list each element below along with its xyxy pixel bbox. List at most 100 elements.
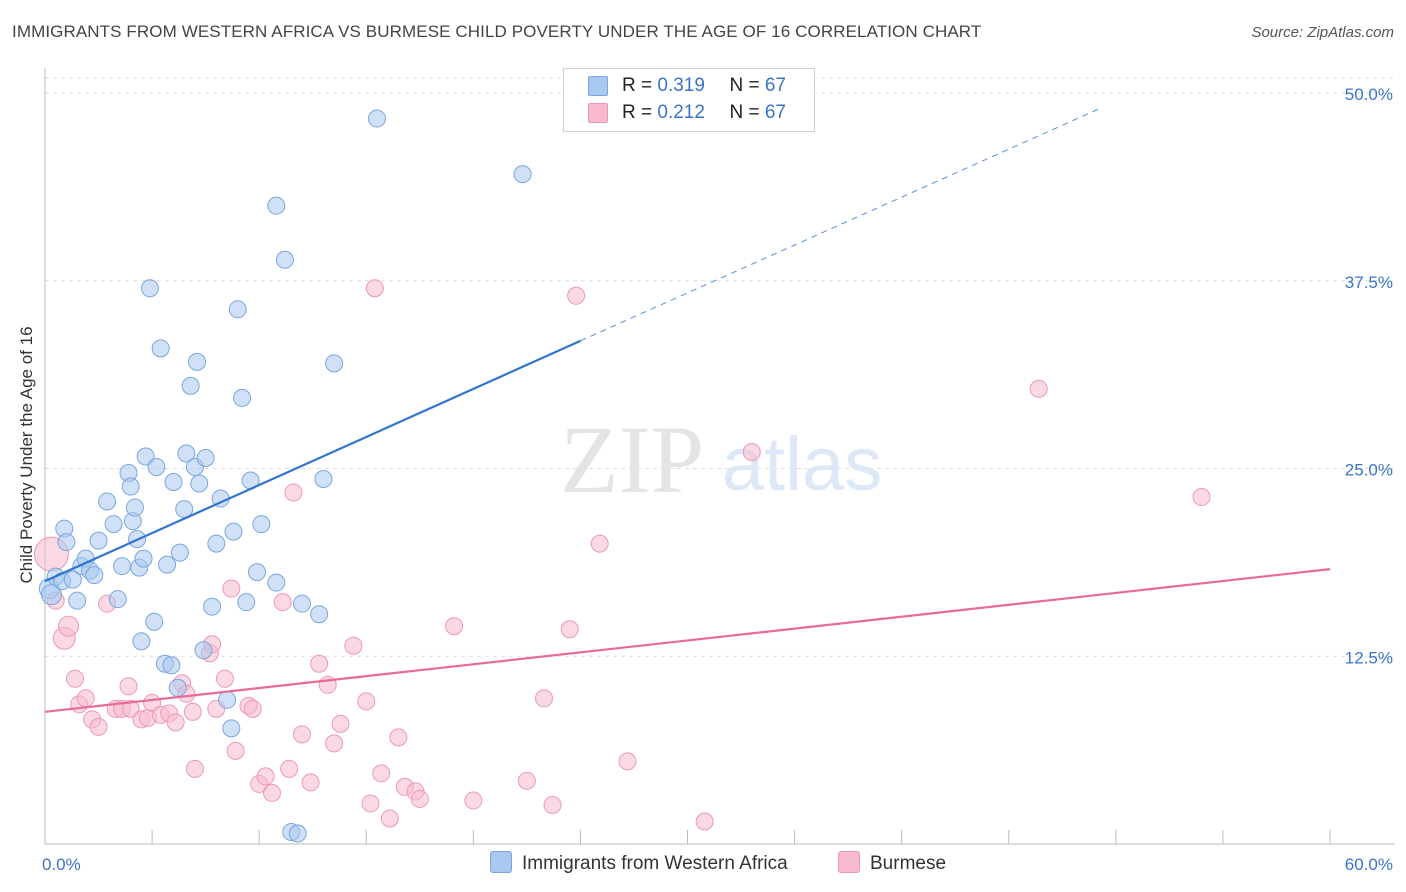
- western-africa-point: [181, 376, 200, 395]
- western-africa-point: [140, 279, 159, 298]
- western-africa-point: [145, 612, 164, 631]
- burmese-point: [357, 692, 376, 711]
- western-africa-point: [147, 458, 166, 477]
- y-tick-label: 12.5%: [1345, 648, 1393, 667]
- burmese-point: [325, 734, 344, 753]
- burmese-point: [243, 699, 262, 718]
- western-africa-point: [68, 591, 87, 610]
- stats-r-label: R =: [622, 75, 658, 96]
- western-africa-point: [170, 543, 189, 562]
- burmese-point: [560, 620, 579, 639]
- western-africa-point: [98, 492, 117, 511]
- grid-layer: [45, 77, 1395, 657]
- western-africa-point: [162, 656, 181, 675]
- stats-r-value: 0.319: [657, 75, 705, 96]
- western-africa-point: [190, 474, 209, 493]
- burmese-point: [58, 615, 80, 637]
- western-africa-trend-line: [44, 339, 581, 583]
- burmese-points: [33, 279, 1211, 831]
- x-tick-label: 0.0%: [42, 855, 81, 874]
- western-africa-point: [168, 678, 187, 697]
- legend-label: Immigrants from Western Africa: [522, 853, 788, 874]
- western-africa-point: [310, 605, 329, 624]
- western-africa-point: [224, 522, 243, 541]
- burmese-point: [535, 689, 554, 708]
- burmese-point: [185, 759, 204, 778]
- burmese-point: [166, 713, 185, 732]
- stats-r-label: R =: [622, 102, 658, 123]
- western-africa-point: [207, 534, 226, 553]
- burmese-point: [331, 714, 350, 733]
- burmese-point: [310, 654, 329, 673]
- legend-swatch-pink: [838, 851, 860, 873]
- burmese-point: [361, 794, 380, 813]
- burmese-point: [1029, 379, 1048, 398]
- western-africa-point: [267, 196, 286, 215]
- burmese-trend-line: [44, 568, 1331, 713]
- burmese-point: [222, 579, 241, 598]
- western-africa-point: [288, 824, 307, 843]
- stats-n-label: N =: [729, 102, 765, 123]
- stats-n-value: 67: [764, 102, 786, 123]
- burmese-point: [301, 773, 320, 792]
- western-africa-point: [104, 515, 123, 534]
- stats-n-label: N =: [729, 75, 765, 96]
- burmese-point: [263, 783, 282, 802]
- burmese-point: [380, 809, 399, 828]
- burmese-point: [119, 677, 138, 696]
- western-africa-point: [164, 473, 183, 492]
- stats-swatch-blue: [588, 76, 608, 96]
- western-africa-point: [177, 444, 196, 463]
- western-africa-trend-extension: [580, 107, 1102, 342]
- western-africa-point: [233, 388, 252, 407]
- western-africa-point: [63, 570, 82, 589]
- burmese-point: [65, 669, 84, 688]
- burmese-point: [280, 759, 299, 778]
- legend-label: Burmese: [870, 853, 947, 874]
- western-africa-point: [40, 584, 62, 606]
- western-africa-point: [218, 690, 237, 709]
- western-africa-point: [132, 632, 151, 651]
- western-africa-point: [125, 498, 144, 517]
- western-africa-point: [252, 515, 271, 534]
- burmese-point: [256, 767, 275, 786]
- y-axis-title: Child Poverty Under the Age of 16: [17, 326, 36, 584]
- western-africa-point: [57, 533, 76, 552]
- burmese-point: [517, 771, 536, 790]
- x-tick-label: 60.0%: [1345, 855, 1393, 874]
- y-tick-label: 37.5%: [1345, 273, 1393, 292]
- legend-item-western-africa[interactable]: Immigrants from Western Africa: [490, 851, 788, 877]
- western-africa-point: [108, 590, 127, 609]
- western-africa-point: [85, 566, 104, 585]
- burmese-point: [76, 689, 95, 708]
- burmese-point: [464, 791, 483, 810]
- stats-swatch-pink: [588, 103, 608, 123]
- burmese-point: [183, 702, 202, 721]
- western-africa-point: [113, 557, 132, 576]
- western-africa-point: [194, 641, 213, 660]
- western-africa-point: [151, 339, 170, 358]
- western-africa-point: [134, 549, 153, 568]
- western-africa-point: [188, 352, 207, 371]
- burmese-point: [695, 812, 714, 831]
- western-africa-point: [314, 470, 333, 489]
- legend-item-burmese[interactable]: Burmese: [838, 851, 946, 877]
- burmese-point: [618, 752, 637, 771]
- stats-r-value: 0.212: [657, 102, 705, 123]
- y-tick-label: 25.0%: [1345, 461, 1393, 480]
- burmese-point: [344, 636, 363, 655]
- stats-box: R = 0.319 N = 67 R = 0.212 N = 67: [563, 68, 815, 132]
- burmese-point: [372, 764, 391, 783]
- western-africa-point: [248, 563, 267, 582]
- burmese-point: [445, 617, 464, 636]
- y-tick-label: 50.0%: [1345, 85, 1393, 104]
- watermark-atlas: atlas: [722, 422, 883, 507]
- western-africa-point: [267, 573, 286, 592]
- western-africa-point: [196, 448, 215, 467]
- chart-title: IMMIGRANTS FROM WESTERN AFRICA VS BURMES…: [12, 22, 982, 41]
- western-africa-point: [237, 593, 256, 612]
- western-africa-point: [275, 250, 294, 269]
- western-africa-point: [513, 165, 532, 184]
- burmese-point: [543, 795, 562, 814]
